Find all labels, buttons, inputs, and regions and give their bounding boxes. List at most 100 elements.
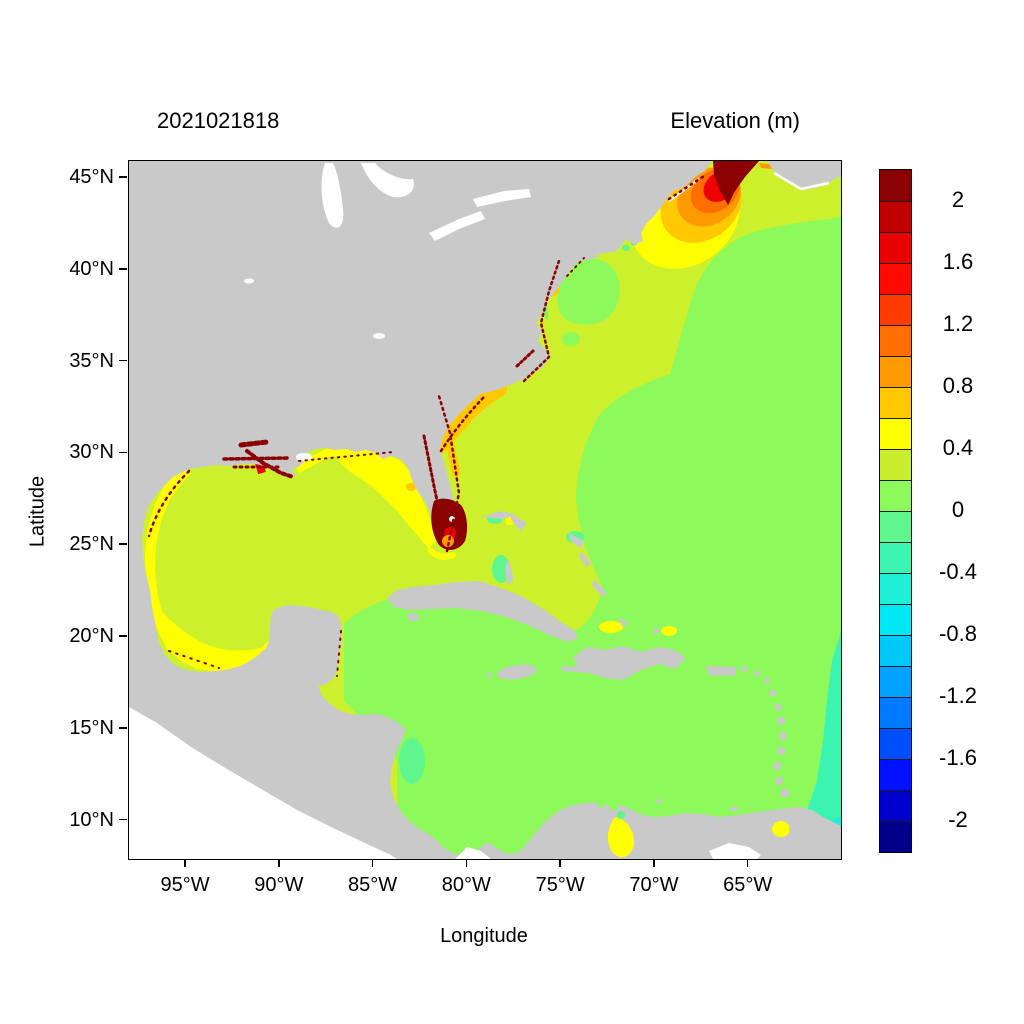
y-tick-label-6: 15°N xyxy=(69,716,114,739)
west-florida-shelf-band xyxy=(339,449,437,549)
island-trinidad xyxy=(789,822,805,836)
island-abaco xyxy=(509,513,527,531)
colorbar-block-14 xyxy=(880,604,911,635)
hatteras-low-patch xyxy=(562,332,580,346)
island-antilles-9 xyxy=(773,762,781,770)
silverbank-yellow-patch xyxy=(661,626,677,636)
elevation-contour-map xyxy=(129,161,841,859)
pacific-outside-domain xyxy=(129,707,397,859)
fundy-maximum-wedge xyxy=(713,161,759,205)
colorbar-label-3: 0.8 xyxy=(942,373,974,398)
colorbar-label-5: 0 xyxy=(951,497,965,522)
y-tick-mark-6 xyxy=(119,727,127,729)
x-tick-label-6: 65°W xyxy=(723,874,773,896)
plot-date-title: 2021021818 xyxy=(157,108,280,133)
land-north-central-south-america xyxy=(129,161,841,859)
y-tick-mark-4 xyxy=(119,543,127,545)
y-tick-label-2: 35°N xyxy=(69,349,114,372)
island-great-inagua xyxy=(617,617,629,627)
y-tick-mark-5 xyxy=(119,635,127,637)
colorbar-label-9: -1.6 xyxy=(939,745,977,770)
island-turks xyxy=(653,628,659,634)
campeche-bay-band xyxy=(149,593,283,674)
island-antilles-8 xyxy=(777,747,785,755)
colorbar-variable-title: Elevation (m) xyxy=(670,108,800,133)
land-nova-scotia xyxy=(767,161,841,190)
y-tick-label-3: 30°N xyxy=(69,441,114,464)
speckle-new-jersey xyxy=(566,257,585,277)
inland-lake-1 xyxy=(373,333,385,339)
colorbar-block-6 xyxy=(880,356,911,387)
colorbar-block-9 xyxy=(880,449,911,480)
island-grand-bahama xyxy=(481,511,517,519)
island-hispaniola xyxy=(561,646,686,680)
y-tick-label-0: 45°N xyxy=(69,166,114,189)
venezuela-interior-white xyxy=(709,843,761,859)
colorbar-label-6: -0.4 xyxy=(939,559,977,584)
x-tick-mark-5 xyxy=(653,859,655,867)
ocean-level-m0p2-m0p4-east-band xyxy=(785,631,841,859)
gulf-of-panama-white xyxy=(455,847,491,859)
island-isle-of-youth xyxy=(407,613,419,621)
y-tick-label-5: 20°N xyxy=(69,625,114,648)
coastal-flood-speckles xyxy=(147,174,706,677)
island-long-island-ny xyxy=(577,253,599,262)
x-tick-label-5: 70°W xyxy=(629,874,679,896)
colorbar-label-10: -2 xyxy=(948,807,968,832)
y-tick-mark-3 xyxy=(119,451,127,454)
x-tick-label-2: 85°W xyxy=(348,874,398,896)
colorbar-block-7 xyxy=(880,387,911,418)
colorbar-block-18 xyxy=(880,728,911,759)
speckle-yucatan-belize xyxy=(336,630,342,677)
island-antilles-2 xyxy=(754,670,760,676)
inland-lake-2 xyxy=(244,278,254,284)
island-cuba xyxy=(387,581,578,642)
colorbar-label-8: -1.2 xyxy=(939,683,977,708)
lake-erie xyxy=(429,211,485,241)
x-tick-mark-2 xyxy=(371,859,374,867)
y-tick-label-1: 40°N xyxy=(69,257,114,280)
lake-ontario xyxy=(473,189,531,207)
colorbar-label-4: 0.4 xyxy=(942,435,974,460)
lesser-antilles-arc xyxy=(741,666,790,798)
speckle-campeche xyxy=(168,650,220,669)
colorbar-block-13 xyxy=(880,573,911,604)
colorbar-block-12 xyxy=(880,542,911,573)
speckle-atchafalaya-cluster xyxy=(238,439,270,448)
elevation-colorbar xyxy=(879,169,912,853)
everglades-orange-spot xyxy=(442,535,454,547)
maracaibo-neck-green-dot xyxy=(617,811,625,819)
x-tick-mark-1 xyxy=(278,859,280,867)
speckle-north-gulf-coast xyxy=(298,451,395,462)
island-grand-cayman xyxy=(486,672,492,678)
island-antilles-3 xyxy=(764,678,770,684)
island-antilles-10 xyxy=(775,777,783,785)
y-tick-mark-0 xyxy=(119,176,127,178)
island-little-cayman xyxy=(498,674,502,678)
islands xyxy=(387,253,805,837)
outside-domain-white xyxy=(129,163,830,859)
lake-maracaibo-high-water xyxy=(607,811,635,858)
island-margarita xyxy=(730,806,738,812)
map-plot-area xyxy=(128,160,842,860)
maracaibo-yellow-lake xyxy=(607,817,635,858)
lake-pontchartrain xyxy=(296,453,312,461)
island-antilles-4 xyxy=(769,689,777,697)
speckle-florida-east-coast xyxy=(437,394,461,553)
colorbar-block-5 xyxy=(880,325,911,356)
colorbar-block-11 xyxy=(880,511,911,542)
colorbar-block-15 xyxy=(880,635,911,666)
nova-scotia-white-fringe xyxy=(773,171,830,191)
colorbar-block-20 xyxy=(880,790,911,821)
speckle-pamlico-cluster xyxy=(515,349,535,368)
colorbar-block-0 xyxy=(880,170,911,201)
speckle-texas-coast xyxy=(147,469,191,538)
colorbar-block-3 xyxy=(880,263,911,294)
honduras-shelf-patch xyxy=(399,738,425,784)
colorbar-block-1 xyxy=(880,201,911,232)
island-antilles-5 xyxy=(774,703,782,711)
colorbar-block-19 xyxy=(880,759,911,790)
x-tick-label-4: 75°W xyxy=(535,874,585,896)
y-tick-mark-1 xyxy=(119,268,127,270)
colorbar-block-21 xyxy=(880,821,911,852)
